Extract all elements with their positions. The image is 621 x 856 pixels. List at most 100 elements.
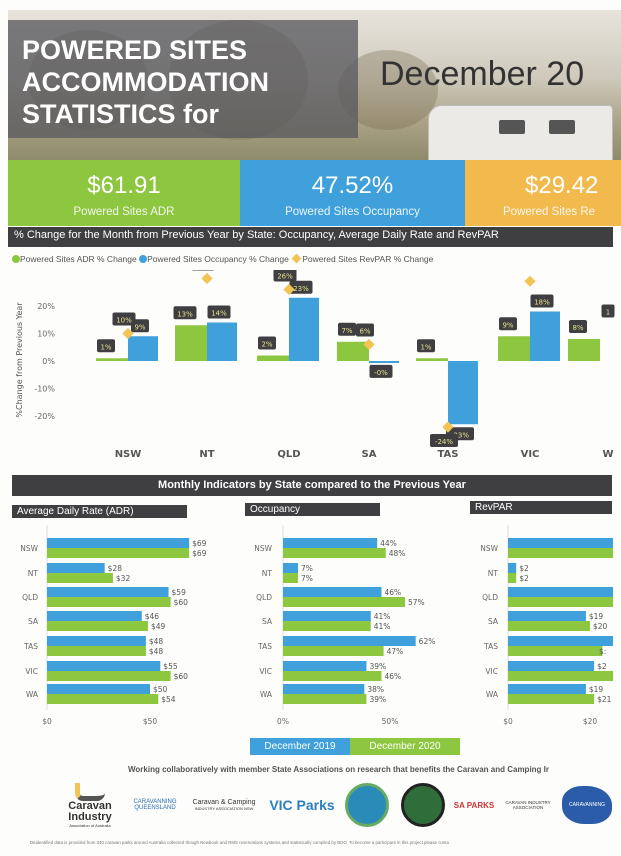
bar-value-label: $46	[145, 612, 160, 621]
data-label-bg	[499, 317, 517, 331]
bar-value-label: 39%	[369, 662, 386, 671]
bar-value-label: 62%	[419, 637, 436, 646]
revpar-marker	[442, 421, 454, 433]
bar-2019	[283, 563, 298, 573]
bar-value-label: $2	[519, 564, 529, 573]
logo-circle-green	[398, 780, 448, 830]
data-label: 6%	[359, 328, 370, 336]
x-tick-label: QLD	[277, 449, 300, 460]
logo-text: Caravan Industry	[68, 799, 112, 823]
bar-2019	[283, 636, 416, 646]
section-header-change: % Change for the Month from Previous Yea…	[8, 227, 613, 247]
kpi-value: 47.52%	[311, 172, 394, 199]
bar-value-label: $69	[192, 539, 207, 548]
data-label: 7%	[341, 327, 352, 335]
adr-bar	[568, 339, 600, 361]
y-tick-label: VIC	[485, 667, 498, 676]
title-line: STATISTICS for	[22, 99, 219, 129]
bar-value-label: $21	[597, 695, 612, 704]
data-label-bg	[273, 270, 297, 282]
data-label: 9%	[134, 323, 145, 331]
y-tick-label: NT	[262, 569, 273, 578]
bar-value-label: $59	[172, 588, 187, 597]
data-label-bg	[430, 434, 458, 447]
logo-text: INDUSTRY ASSOCIATION NSW	[194, 806, 254, 811]
data-label: 18%	[534, 299, 550, 307]
bar-2019	[508, 661, 595, 671]
bar-value-label: $32	[116, 574, 131, 583]
bar-2020	[47, 646, 146, 656]
kpi-adr: $61.91 Powered Sites ADR	[8, 160, 240, 226]
adr-bar	[175, 325, 207, 361]
legend-dot-adr	[12, 255, 20, 263]
bar-2019	[508, 538, 613, 548]
footnote: Deidentified data is provided from 340 c…	[30, 840, 449, 845]
y-tick-label: TAS	[483, 642, 498, 651]
data-label-bg	[192, 270, 214, 271]
data-label: 1%	[420, 343, 431, 351]
adr-bar	[498, 336, 530, 361]
bar-value-label: $19	[589, 685, 604, 694]
panel-title-revpar: RevPAR	[470, 501, 612, 514]
bar-value-label: 48%	[389, 549, 406, 558]
data-label: -24%	[435, 438, 453, 446]
motorhome-graphic	[428, 105, 613, 162]
bar-2019	[47, 563, 105, 573]
bar-value-label: 46%	[384, 588, 401, 597]
bar-2020	[508, 548, 613, 558]
bar-value-label: 39%	[369, 695, 386, 704]
adr-bar	[96, 358, 128, 361]
monthly-indicator-charts: $0 $50NSW$69$69NT$28$32QLD$59$60SA$46$49T…	[20, 525, 613, 726]
y-tick-label: QLD	[22, 593, 38, 602]
bar-2019	[47, 684, 150, 694]
logo-caravanning-australia: CARAVANNING	[558, 780, 616, 830]
bar-2019	[283, 684, 365, 694]
report-month: December 20	[380, 55, 585, 93]
x-tick-label: $0	[42, 717, 52, 726]
bar-2019	[47, 611, 142, 621]
bar-2020	[283, 548, 386, 558]
bar-2019	[283, 611, 371, 621]
bar-2019	[283, 587, 382, 597]
legend-diamond-revpar	[291, 253, 302, 264]
bar-2020	[508, 671, 613, 681]
occupancy-bar	[448, 361, 478, 425]
x-tick-label: NT	[199, 449, 214, 460]
title-line: POWERED SITES	[22, 35, 248, 65]
bar-2020	[508, 621, 590, 631]
y-tick-label: VIC	[259, 667, 272, 676]
y-tick-label: WA	[260, 690, 273, 699]
bar-2020	[283, 573, 298, 583]
y-tick-label: NSW	[480, 544, 498, 553]
y-tick-label: NSW	[254, 544, 272, 553]
bar-2019	[47, 636, 146, 646]
kpi-value: $29.42	[525, 172, 599, 199]
bar-value-label: 7%	[301, 574, 313, 583]
logo-caravan-industry: Caravan Industry Association of Australi…	[55, 780, 125, 830]
legend-label: Powered Sites RevPAR % Change	[302, 254, 434, 264]
data-label: 14%	[211, 310, 227, 318]
bar-2019	[508, 563, 517, 573]
change-by-state-chart: %Change from Previous Year 20% 10% 0% -10% -…	[15, 270, 615, 460]
y-tick-label: NSW	[20, 544, 38, 553]
bar-value-label: 41%	[374, 622, 391, 631]
data-label: 9%	[502, 321, 513, 329]
bar-value-label: 7%	[301, 564, 313, 573]
bar-2019	[47, 587, 169, 597]
bar-value-label: 57%	[408, 598, 425, 607]
adr-bar	[257, 355, 289, 361]
x-tick-label: W	[602, 449, 613, 460]
kpi-value: $61.91	[87, 172, 161, 199]
data-label-bg	[369, 364, 393, 378]
bar-value-label: $54	[161, 695, 176, 704]
bar-value-label: $2	[597, 662, 607, 671]
x-tick-label: $20	[583, 717, 598, 726]
occupancy-bar	[207, 322, 237, 361]
bar-value-label: $49	[151, 622, 166, 631]
logo-text: Caravan & Camping	[192, 799, 256, 806]
bar-2020	[47, 621, 148, 631]
bar-value-label: 41%	[374, 612, 391, 621]
y-tick-label: NT	[488, 569, 499, 578]
data-label: -23%	[451, 431, 469, 439]
logo-circle-blue	[342, 780, 392, 830]
